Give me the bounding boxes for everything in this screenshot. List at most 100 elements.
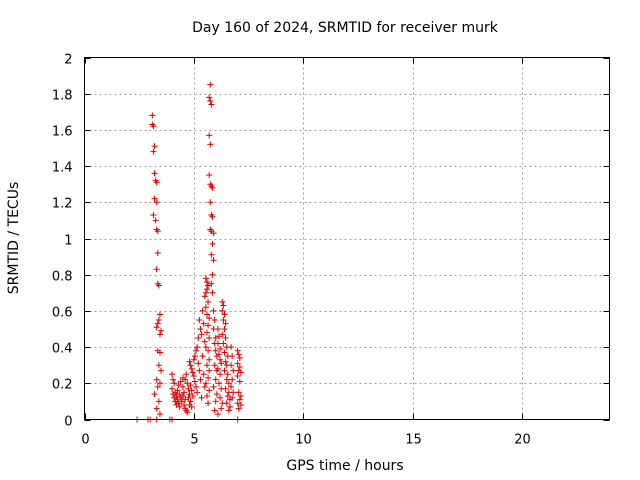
data-point	[212, 398, 219, 405]
data-point	[221, 349, 228, 356]
data-point	[184, 409, 191, 416]
data-point	[212, 347, 219, 354]
data-point	[202, 275, 209, 282]
data-point	[176, 391, 183, 398]
data-point	[214, 326, 221, 332]
x-tick-label: 10	[295, 433, 312, 448]
data-point	[169, 385, 175, 392]
data-point	[189, 369, 196, 376]
data-point	[202, 344, 209, 351]
data-point	[151, 143, 158, 150]
data-point	[229, 394, 236, 401]
data-point	[222, 335, 229, 342]
data-point	[222, 385, 229, 392]
data-point	[207, 141, 214, 148]
x-tick-label: 15	[405, 433, 422, 448]
data-point	[226, 403, 233, 410]
grid	[84, 57, 610, 420]
x-tick-label: 5	[190, 433, 198, 448]
data-point	[196, 316, 203, 323]
data-point	[170, 376, 177, 383]
data-point	[204, 286, 210, 293]
data-point	[202, 289, 209, 296]
data-point	[234, 373, 241, 380]
data-point	[209, 240, 216, 247]
data-point	[174, 387, 181, 394]
data-point	[153, 405, 160, 412]
data-point	[219, 307, 226, 314]
data-point	[221, 311, 228, 318]
data-point	[179, 392, 186, 399]
data-point	[198, 394, 205, 401]
data-point	[186, 391, 193, 398]
data-point	[230, 367, 237, 374]
data-point	[205, 298, 212, 305]
data-point	[149, 112, 156, 119]
data-point	[217, 371, 224, 378]
data-point	[228, 383, 235, 390]
data-point	[220, 302, 227, 309]
data-point	[196, 367, 203, 374]
data-point	[217, 345, 224, 352]
data-point	[223, 376, 230, 383]
data-point	[205, 374, 212, 381]
data-point	[156, 411, 163, 418]
y-tick-label: 1.4	[52, 161, 73, 176]
data-point	[171, 394, 178, 401]
data-point	[189, 392, 196, 399]
data-point	[202, 380, 209, 387]
data-point	[229, 376, 236, 383]
data-point	[158, 367, 165, 374]
y-tick-label: 1.6	[52, 125, 73, 140]
data-point	[237, 392, 244, 399]
data-point	[151, 195, 158, 202]
data-point	[225, 407, 232, 414]
data-point	[205, 347, 212, 354]
data-point	[156, 331, 163, 338]
data-point	[188, 365, 195, 372]
data-point	[193, 383, 200, 390]
y-tick-label: 1	[64, 234, 72, 249]
data-point	[175, 382, 182, 389]
data-point	[216, 333, 223, 340]
data-point	[181, 402, 188, 409]
data-point	[191, 378, 198, 385]
data-point	[195, 360, 202, 367]
data-point	[206, 335, 213, 342]
data-point	[234, 360, 241, 367]
data-point	[208, 280, 215, 287]
data-point	[207, 81, 214, 88]
data-point	[235, 351, 242, 358]
data-point	[183, 371, 190, 378]
data-point	[210, 383, 217, 390]
y-tick-label: 1.2	[52, 197, 73, 212]
data-point	[195, 335, 202, 342]
data-point	[188, 387, 195, 394]
tick-labels: 0 5 10 15 20 0 0.2 0.4 0.6 0.8 1 1.2 1.4 1.6 1.8 2	[52, 53, 531, 448]
plot-frame	[84, 57, 610, 420]
data-point	[197, 376, 204, 383]
data-point	[216, 351, 223, 358]
y-tick-label: 0	[64, 415, 72, 430]
data-point	[153, 376, 160, 383]
data-point	[221, 326, 228, 332]
data-point	[237, 402, 244, 409]
data-point	[154, 249, 161, 256]
chart-title: Day 160 of 2024, SRMTID for receiver mur…	[192, 20, 499, 36]
data-point	[153, 199, 160, 206]
data-point	[235, 405, 242, 412]
axis-ticks	[84, 57, 610, 421]
data-point	[210, 230, 217, 237]
x-axis-label: GPS time / hours	[286, 458, 403, 474]
data-point	[217, 356, 224, 363]
data-point	[187, 382, 194, 389]
data-point	[228, 362, 235, 369]
data-point	[154, 228, 161, 235]
data-point	[156, 311, 163, 318]
data-point	[187, 398, 194, 405]
data-point	[234, 347, 241, 354]
data-point	[206, 367, 213, 374]
data-point	[204, 362, 210, 369]
data-point	[204, 278, 210, 285]
data-point	[219, 331, 226, 338]
